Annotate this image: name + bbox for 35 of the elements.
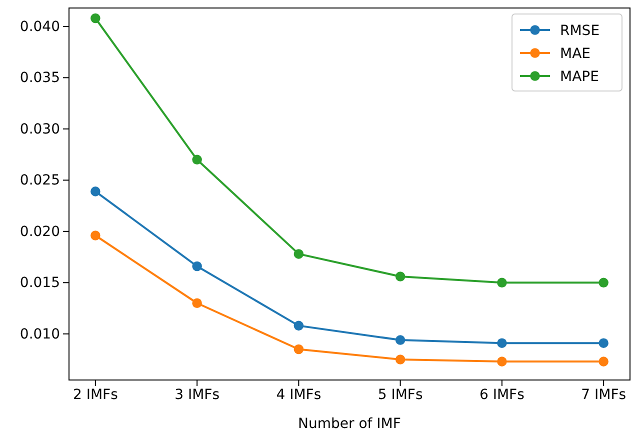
y-tick-label: 0.025 bbox=[20, 172, 60, 189]
point bbox=[395, 335, 406, 345]
point bbox=[294, 249, 304, 259]
x-tick-label: 5 IMFs bbox=[378, 386, 423, 403]
point bbox=[497, 278, 507, 288]
point bbox=[294, 320, 304, 331]
point bbox=[497, 356, 507, 366]
point bbox=[90, 13, 100, 24]
x-tick-label: 2 IMFs bbox=[72, 386, 118, 403]
point bbox=[192, 261, 202, 272]
y-tick-label: 0.040 bbox=[20, 18, 60, 35]
x-tick-label: 3 IMFs bbox=[174, 386, 220, 403]
y-tick-label: 0.015 bbox=[20, 275, 60, 292]
point bbox=[598, 356, 608, 366]
legend-label: MAPE bbox=[560, 69, 599, 85]
point bbox=[598, 278, 608, 288]
y-tick-label: 0.035 bbox=[20, 70, 60, 86]
point bbox=[192, 154, 202, 165]
point bbox=[294, 344, 304, 354]
x-axis-title: Number of IMF bbox=[298, 416, 401, 432]
point bbox=[192, 298, 202, 308]
point bbox=[395, 354, 406, 364]
legend-label: RMSE bbox=[560, 23, 600, 39]
point bbox=[90, 230, 100, 240]
y-tick-label: 0.030 bbox=[20, 121, 60, 138]
y-tick-label: 0.020 bbox=[20, 224, 60, 240]
point bbox=[395, 272, 406, 282]
x-tick-label: 6 IMFs bbox=[479, 386, 524, 403]
y-tick-label: 0.010 bbox=[20, 326, 60, 342]
x-tick-label: 4 IMFs bbox=[276, 386, 322, 403]
point bbox=[90, 186, 100, 196]
point bbox=[598, 338, 608, 348]
point bbox=[497, 338, 507, 348]
legend-label: MAE bbox=[560, 46, 591, 62]
x-tick-label: 7 IMFs bbox=[581, 386, 626, 403]
